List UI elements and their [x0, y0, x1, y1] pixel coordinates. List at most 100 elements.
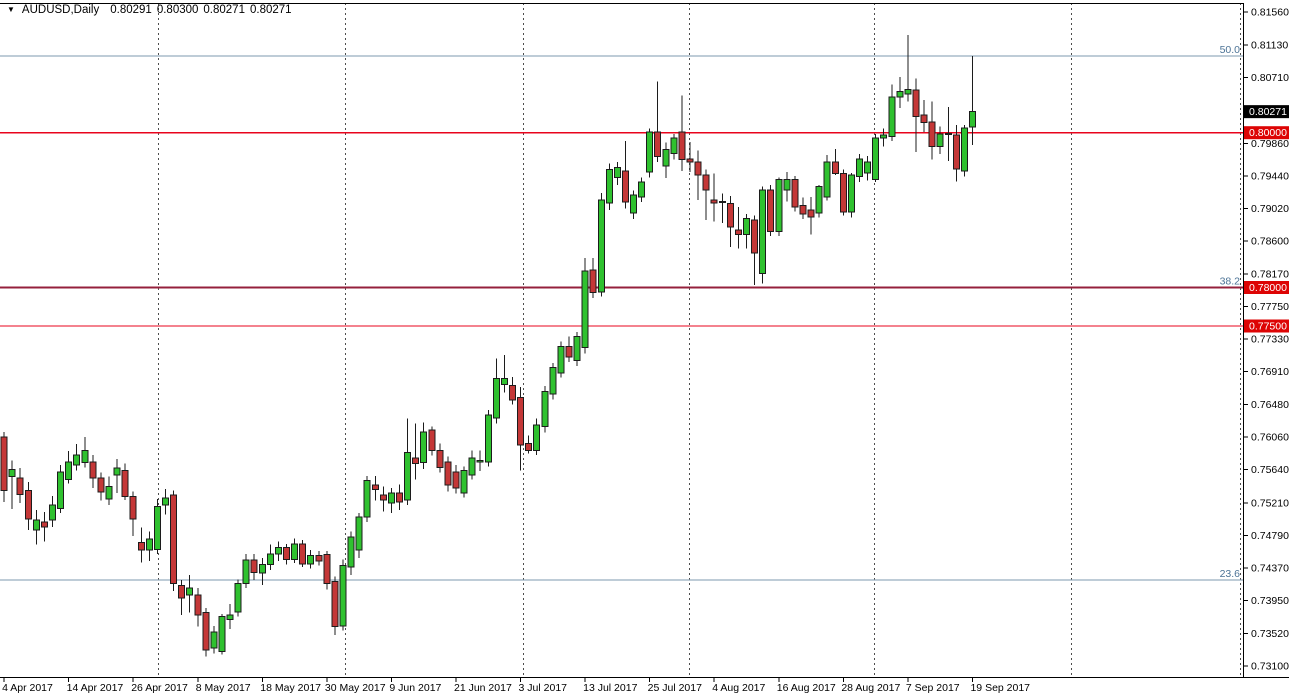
candle-up — [468, 457, 476, 476]
candle-up — [339, 564, 347, 627]
candle-down — [831, 161, 839, 175]
candle-down — [436, 449, 444, 468]
candle-up — [670, 137, 678, 154]
candle-down — [791, 179, 799, 208]
candle-up — [420, 431, 428, 464]
date-label: 13 Jul 2017 — [583, 682, 637, 694]
candle-up — [573, 336, 581, 362]
candle-up — [896, 91, 904, 98]
collapse-indicator-icon[interactable]: ▼ — [7, 5, 15, 14]
candle-down — [315, 554, 323, 562]
candle-up — [476, 459, 484, 463]
fib-level-label: 23.6 — [1220, 568, 1241, 580]
date-label: 26 Apr 2017 — [131, 682, 188, 694]
candle-up — [307, 554, 315, 565]
candle-up — [864, 161, 872, 174]
current-price-label: 0.80271 — [1249, 106, 1287, 118]
candle-up — [872, 137, 880, 181]
candle-up — [968, 111, 976, 128]
candle-up — [258, 564, 266, 574]
candle-down — [129, 496, 137, 520]
candle-up — [484, 414, 492, 463]
candle-up — [266, 553, 274, 566]
quote-low: 0.80271 — [203, 4, 245, 16]
candle-up — [363, 479, 371, 518]
price-level-marker-label: 0.80000 — [1249, 127, 1287, 139]
candle-down — [121, 469, 129, 498]
candle-up — [888, 96, 896, 137]
candle-down — [678, 131, 686, 161]
candle-up — [145, 538, 153, 551]
candle-up — [355, 516, 363, 551]
price-tick-label: 0.74790 — [1251, 530, 1289, 542]
price-tick-label: 0.73520 — [1251, 628, 1289, 640]
price-tick-label: 0.76910 — [1251, 366, 1289, 378]
candle-up — [743, 217, 751, 236]
price-tick-label: 0.78600 — [1251, 235, 1289, 247]
quote-close: 0.80271 — [249, 4, 292, 16]
price-tick-label: 0.76480 — [1251, 399, 1289, 411]
candle-up — [8, 469, 16, 478]
candle-down — [16, 477, 24, 495]
candle-up — [815, 186, 823, 214]
candle-up — [492, 377, 500, 419]
candle-up — [541, 391, 549, 427]
date-label: 21 Jun 2017 — [454, 682, 512, 694]
date-label: 16 Aug 2017 — [777, 682, 836, 694]
price-tick-label: 0.79020 — [1251, 203, 1289, 215]
price-level-marker — [1244, 281, 1289, 294]
candle-down — [621, 170, 629, 203]
candle-up — [775, 179, 783, 233]
date-label: 14 Apr 2017 — [67, 682, 124, 694]
candle-up — [847, 174, 855, 213]
candle-up — [630, 194, 638, 214]
candle-down — [331, 581, 339, 628]
fib-level-label: 38.2 — [1220, 276, 1241, 288]
chart-header: ▼ AUDUSD,Daily 0.80291 0.80300 0.80271 0.8027… — [7, 4, 292, 16]
price-tick-label: 0.76060 — [1251, 432, 1289, 444]
candle-down — [194, 594, 202, 616]
candle-down — [444, 461, 452, 486]
candle-down — [751, 219, 759, 254]
price-tick-label: 0.79860 — [1251, 138, 1289, 150]
candle-down — [379, 494, 387, 501]
candle-up — [597, 199, 605, 293]
candle-up — [936, 133, 944, 148]
candle-up — [960, 127, 968, 172]
price-tick-label: 0.73950 — [1251, 595, 1289, 607]
candle-down — [702, 174, 710, 191]
candle-down — [508, 384, 516, 401]
candle-down — [694, 161, 702, 176]
quote-open: 0.80291 — [110, 4, 152, 16]
candle-down — [654, 131, 662, 158]
candle-up — [613, 166, 621, 178]
price-tick-label: 0.77330 — [1251, 333, 1289, 345]
candle-up — [662, 149, 670, 167]
candle-up — [105, 486, 113, 500]
candle-up — [32, 519, 40, 531]
date-label: 4 Aug 2017 — [712, 682, 765, 694]
candle-up — [646, 131, 654, 173]
candle-down — [799, 204, 807, 215]
candle-up — [234, 582, 242, 613]
candle-down — [767, 189, 775, 233]
price-tick-label: 0.80710 — [1251, 72, 1289, 84]
candle-up — [186, 587, 194, 596]
price-tick-label: 0.81130 — [1251, 40, 1288, 52]
candle-up — [73, 454, 81, 466]
price-level-marker — [1244, 319, 1289, 333]
candle-up — [759, 189, 767, 274]
price-level-marker — [1244, 126, 1289, 140]
price-tick-label: 0.81560 — [1251, 7, 1289, 19]
price-tick-label: 0.75640 — [1251, 464, 1289, 476]
candle-down — [323, 554, 331, 584]
candle-up — [347, 536, 355, 568]
candle-up — [153, 506, 161, 550]
candle-up — [291, 543, 299, 560]
date-label: 3 Jul 2017 — [519, 682, 568, 694]
candle-up — [226, 614, 234, 621]
candle-down — [250, 559, 258, 573]
candle-up — [638, 181, 646, 198]
price-tick-label: 0.79440 — [1251, 170, 1289, 182]
